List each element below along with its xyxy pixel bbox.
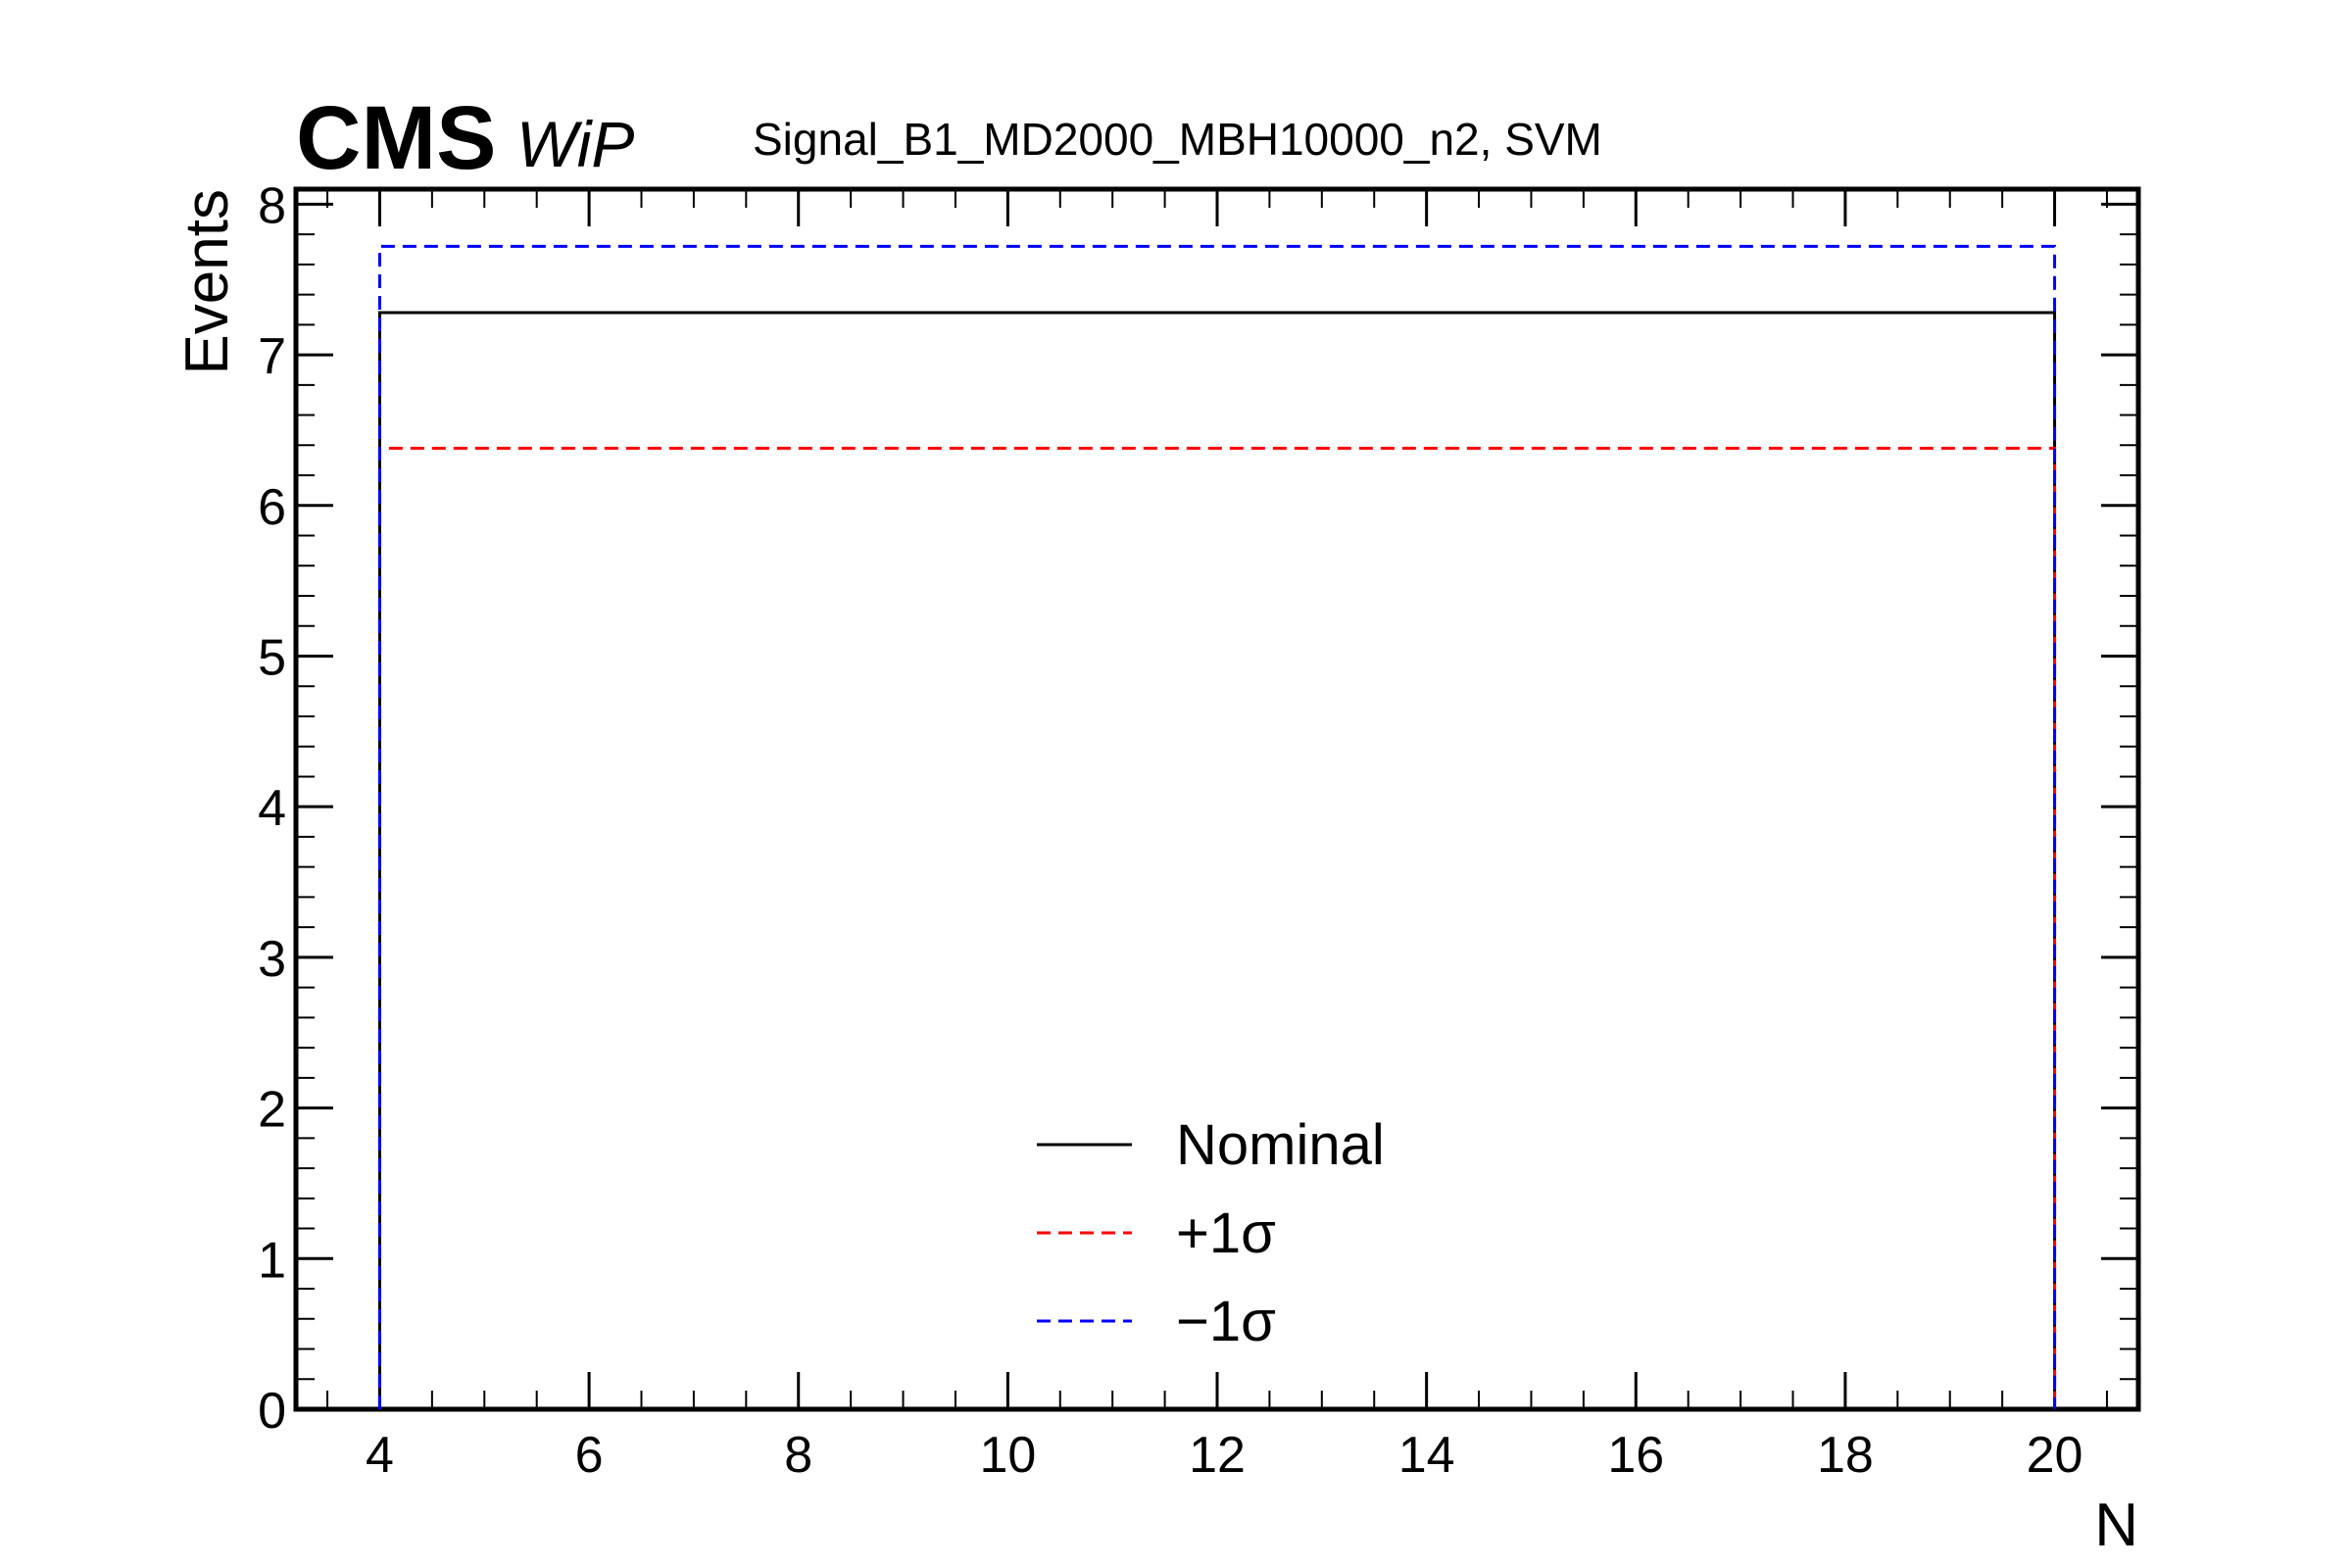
chart-title: Signal_B1_MD2000_MBH10000_n2, SVM xyxy=(753,114,1602,165)
y-tick-label: 6 xyxy=(258,479,286,536)
series-lines xyxy=(377,244,2057,1409)
x-tick-label: 20 xyxy=(2027,1427,2083,1484)
legend-label-0: Nominal xyxy=(1176,1113,1385,1177)
x-tick-label: 16 xyxy=(1607,1427,1664,1484)
y-tick-label: 1 xyxy=(258,1232,286,1289)
y-tick-label: 3 xyxy=(258,931,286,988)
y-tick-label: 0 xyxy=(258,1383,286,1440)
x-tick-label: 6 xyxy=(575,1427,604,1484)
y-tick-label: 4 xyxy=(258,780,286,837)
axis-ticks xyxy=(296,189,2138,1411)
x-tick-label: 14 xyxy=(1398,1427,1455,1484)
x-tick-label: 18 xyxy=(1817,1427,1874,1484)
x-tick-label: 10 xyxy=(979,1427,1036,1484)
legend: Nominal +1σ −1σ xyxy=(1037,1113,1385,1353)
experiment-label: CMS xyxy=(296,88,496,188)
x-axis-title: N xyxy=(2094,1492,2138,1559)
x-tick-label: 12 xyxy=(1189,1427,1246,1484)
y-tick-label: 5 xyxy=(258,629,286,686)
y-tick-label: 2 xyxy=(258,1082,286,1139)
series-line-2 xyxy=(377,244,2057,1409)
y-axis-title: Events xyxy=(173,189,241,375)
x-tick-label: 8 xyxy=(784,1427,812,1484)
x-tick-label: 4 xyxy=(366,1427,394,1484)
legend-label-2: −1σ xyxy=(1176,1290,1276,1353)
y-tick-label: 7 xyxy=(258,328,286,385)
status-label: WiP xyxy=(516,108,634,180)
legend-label-1: +1σ xyxy=(1176,1201,1276,1265)
y-tick-label: 8 xyxy=(258,177,286,234)
